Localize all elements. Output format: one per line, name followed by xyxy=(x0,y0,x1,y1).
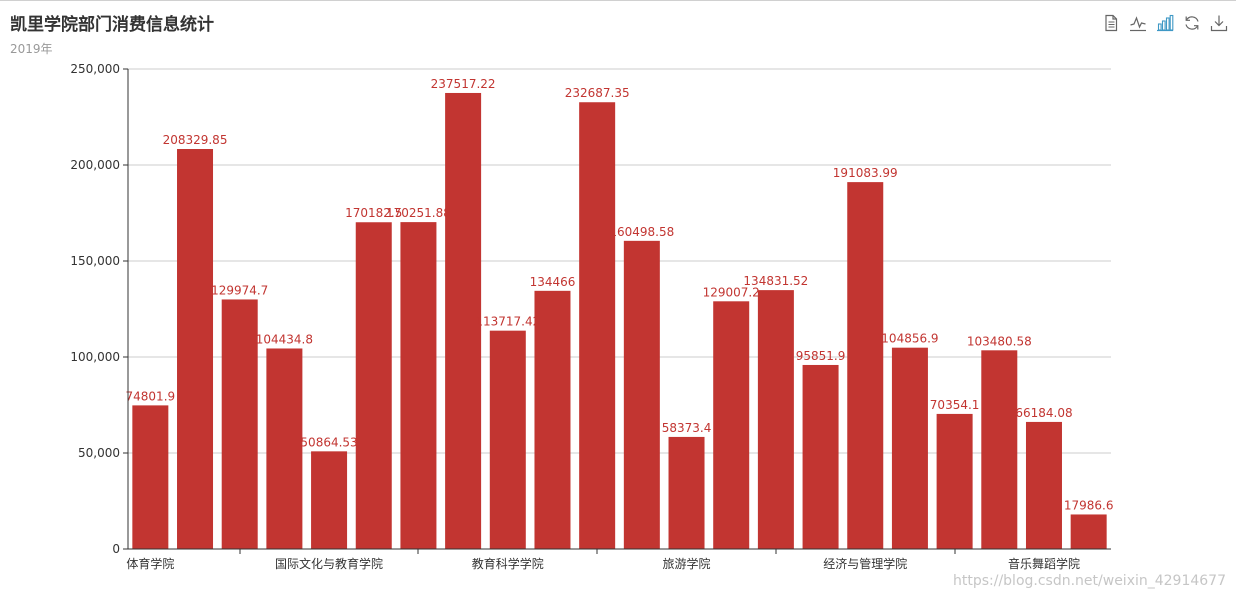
bar xyxy=(802,364,839,549)
download-icon[interactable] xyxy=(1210,14,1228,32)
x-tick-label: 旅游学院 xyxy=(663,556,711,571)
bar xyxy=(668,436,705,549)
value-label: 50864.53 xyxy=(300,435,357,449)
bar xyxy=(1025,421,1062,549)
value-label: 191083.99 xyxy=(833,166,898,180)
y-tick-label: 250,000 xyxy=(70,62,120,76)
bar xyxy=(847,182,884,549)
toolbox xyxy=(1102,14,1228,32)
bar xyxy=(445,92,482,550)
value-label: 66184.08 xyxy=(1015,406,1072,420)
x-tick-label: 音乐舞蹈学院 xyxy=(1008,556,1080,571)
value-label: 134831.52 xyxy=(743,274,808,288)
top-border xyxy=(0,0,1236,1)
value-label: 134466 xyxy=(530,275,576,289)
value-label: 104434.8 xyxy=(256,332,313,346)
chart-subtitle: 2019年 xyxy=(10,42,53,56)
value-label: 113717.42 xyxy=(475,315,540,329)
value-label: 74801.9 xyxy=(126,389,176,403)
bar xyxy=(757,290,794,549)
y-tick-label: 100,000 xyxy=(70,350,120,364)
bar xyxy=(221,299,258,549)
value-label: 129974.7 xyxy=(211,283,268,297)
value-label: 17986.6 xyxy=(1064,498,1114,512)
value-label: 170251.88 xyxy=(386,206,451,220)
bar xyxy=(891,347,928,549)
x-tick-label: 经济与管理学院 xyxy=(823,556,907,571)
bar xyxy=(132,405,169,549)
watermark: https://blog.csdn.net/weixin_42914677 xyxy=(952,573,1226,589)
bar xyxy=(266,348,303,549)
y-tick-label: 200,000 xyxy=(70,158,120,172)
value-label: 103480.58 xyxy=(967,334,1032,348)
value-label: 237517.22 xyxy=(431,77,496,91)
bar xyxy=(355,222,392,549)
bar-chart-icon[interactable] xyxy=(1156,14,1174,32)
x-tick-label: 国际文化与教育学院 xyxy=(275,556,383,571)
value-label: 170182.5 xyxy=(345,206,402,220)
value-label: 70354.1 xyxy=(930,398,980,412)
y-tick-label: 150,000 xyxy=(70,254,120,268)
y-tick-label: 50,000 xyxy=(78,446,120,460)
chart-title: 凯里学院部门消费信息统计 xyxy=(10,15,214,35)
y-tick-label: 0 xyxy=(112,542,120,556)
value-label: 104856.9 xyxy=(881,332,938,346)
value-label: 160498.58 xyxy=(609,225,674,239)
bar xyxy=(489,330,526,549)
value-label: 129007.2 xyxy=(703,285,760,299)
bar xyxy=(534,290,571,549)
value-label: 232687.35 xyxy=(565,86,630,100)
bar xyxy=(713,301,750,549)
restore-icon[interactable] xyxy=(1183,14,1201,32)
line-chart-icon[interactable] xyxy=(1129,14,1147,32)
x-tick-label: 体育学院 xyxy=(126,556,174,571)
bar xyxy=(311,451,348,549)
value-label: 208329.85 xyxy=(163,133,228,147)
data-view-icon[interactable] xyxy=(1102,14,1120,32)
bar xyxy=(981,350,1018,549)
value-label: 95851.9 xyxy=(796,349,846,363)
bar xyxy=(623,240,660,550)
x-tick-label: 教育科学学院 xyxy=(472,556,544,571)
bar xyxy=(177,149,214,549)
bar xyxy=(1070,514,1107,549)
bar xyxy=(400,222,437,549)
bar xyxy=(936,413,973,549)
bar xyxy=(579,102,616,549)
value-label: 58373.4 xyxy=(662,421,712,435)
